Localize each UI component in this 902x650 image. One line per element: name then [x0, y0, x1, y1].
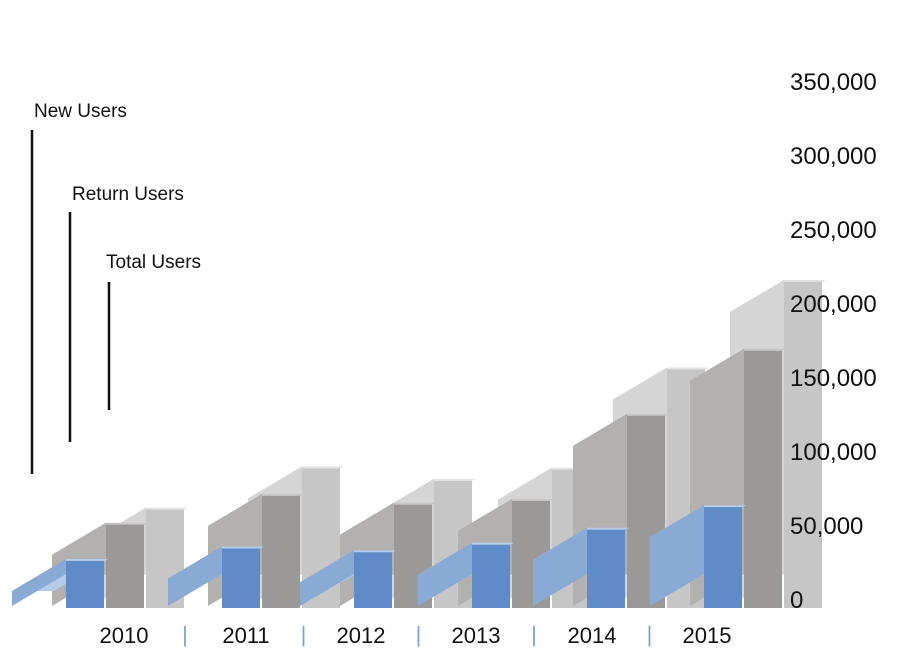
bar-front-face — [784, 281, 822, 608]
y-tick-label: 200,000 — [790, 291, 877, 318]
x-separator: | — [416, 622, 422, 647]
bar-front-face — [587, 529, 625, 608]
x-tick-label: 2010 — [100, 623, 149, 648]
bar-side-face — [533, 527, 587, 606]
bar-side-face — [12, 558, 66, 606]
bar-side-face — [650, 505, 704, 606]
bar-front-face — [354, 552, 392, 608]
bar-side-face — [418, 542, 472, 606]
bar-new-users-2011 — [168, 546, 264, 608]
bars-group — [12, 279, 826, 608]
y-tick-label: 300,000 — [790, 143, 877, 170]
x-tick-label: 2014 — [568, 623, 617, 648]
bar-side-face — [168, 546, 222, 606]
legend-label: New Users — [34, 101, 127, 122]
y-tick-label: 0 — [790, 587, 803, 614]
x-axis: 2010 | 2011 | 2012 | 2013 | 2014 | 2015 — [100, 622, 732, 648]
y-tick-label: 350,000 — [790, 69, 877, 96]
bar-front-face — [744, 350, 782, 608]
bar-side-face — [300, 550, 354, 606]
bar-new-users-2013 — [418, 542, 514, 608]
x-tick-label: 2015 — [683, 623, 732, 648]
x-tick-label: 2013 — [452, 623, 501, 648]
x-tick-label: 2012 — [337, 623, 386, 648]
y-tick-label: 50,000 — [790, 513, 863, 540]
x-tick-label: 2011 — [222, 623, 269, 648]
y-tick-label: 250,000 — [790, 217, 877, 244]
bar-front-face — [704, 507, 742, 608]
bar-new-users-2014 — [533, 527, 629, 608]
bar-front-face — [262, 495, 300, 608]
legend-label: Return Users — [72, 184, 184, 205]
bar-new-users-2015 — [650, 505, 746, 608]
legend-label: Total Users — [106, 252, 201, 273]
x-separator: | — [301, 622, 307, 647]
x-separator: | — [647, 622, 653, 647]
bar-front-face — [66, 560, 104, 608]
bar-new-users-2010 — [12, 558, 108, 608]
legend: New Users Return Users Total Users — [30, 101, 201, 474]
x-separator: | — [182, 622, 188, 647]
bar-front-face — [222, 548, 260, 608]
y-tick-label: 100,000 — [790, 439, 877, 466]
x-separator: | — [531, 622, 537, 647]
bar-new-users-2012 — [300, 550, 396, 608]
bar-front-face — [106, 524, 144, 608]
y-axis: 0 50,000 100,000 150,000 200,000 250,000 300,0… — [790, 69, 877, 614]
y-tick-label: 150,000 — [790, 365, 877, 392]
bar-front-face — [472, 544, 510, 608]
bar-return-users-2011 — [208, 493, 304, 608]
